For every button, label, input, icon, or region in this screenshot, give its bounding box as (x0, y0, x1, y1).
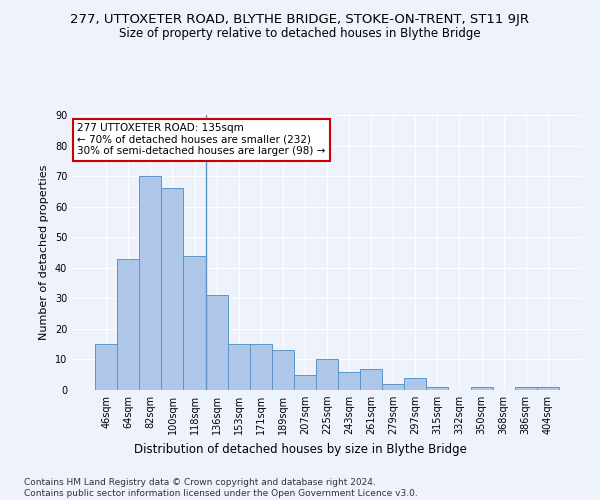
Bar (294, 374, 316, 390)
Bar (184, 256, 206, 390)
Text: Size of property relative to detached houses in Blythe Bridge: Size of property relative to detached ho… (119, 28, 481, 40)
Bar (272, 350, 294, 390)
Text: 277, UTTOXETER ROAD, BLYTHE BRIDGE, STOKE-ON-TRENT, ST11 9JR: 277, UTTOXETER ROAD, BLYTHE BRIDGE, STOK… (71, 12, 530, 26)
Bar (227, 344, 250, 390)
Bar (161, 188, 184, 390)
Text: 277 UTTOXETER ROAD: 135sqm
← 70% of detached houses are smaller (232)
30% of sem: 277 UTTOXETER ROAD: 135sqm ← 70% of deta… (77, 123, 325, 156)
Bar (139, 176, 161, 390)
Bar (250, 344, 272, 390)
Y-axis label: Number of detached properties: Number of detached properties (39, 165, 49, 340)
Bar (95, 344, 117, 390)
Bar (537, 387, 559, 390)
Bar (515, 387, 537, 390)
Bar (338, 372, 360, 390)
Bar (382, 384, 404, 390)
Text: Contains HM Land Registry data © Crown copyright and database right 2024.
Contai: Contains HM Land Registry data © Crown c… (24, 478, 418, 498)
Text: Distribution of detached houses by size in Blythe Bridge: Distribution of detached houses by size … (134, 442, 466, 456)
Bar (360, 368, 382, 390)
Bar (427, 387, 448, 390)
Bar (316, 360, 338, 390)
Bar (404, 378, 427, 390)
Bar (117, 258, 139, 390)
Bar (206, 296, 227, 390)
Bar (470, 387, 493, 390)
